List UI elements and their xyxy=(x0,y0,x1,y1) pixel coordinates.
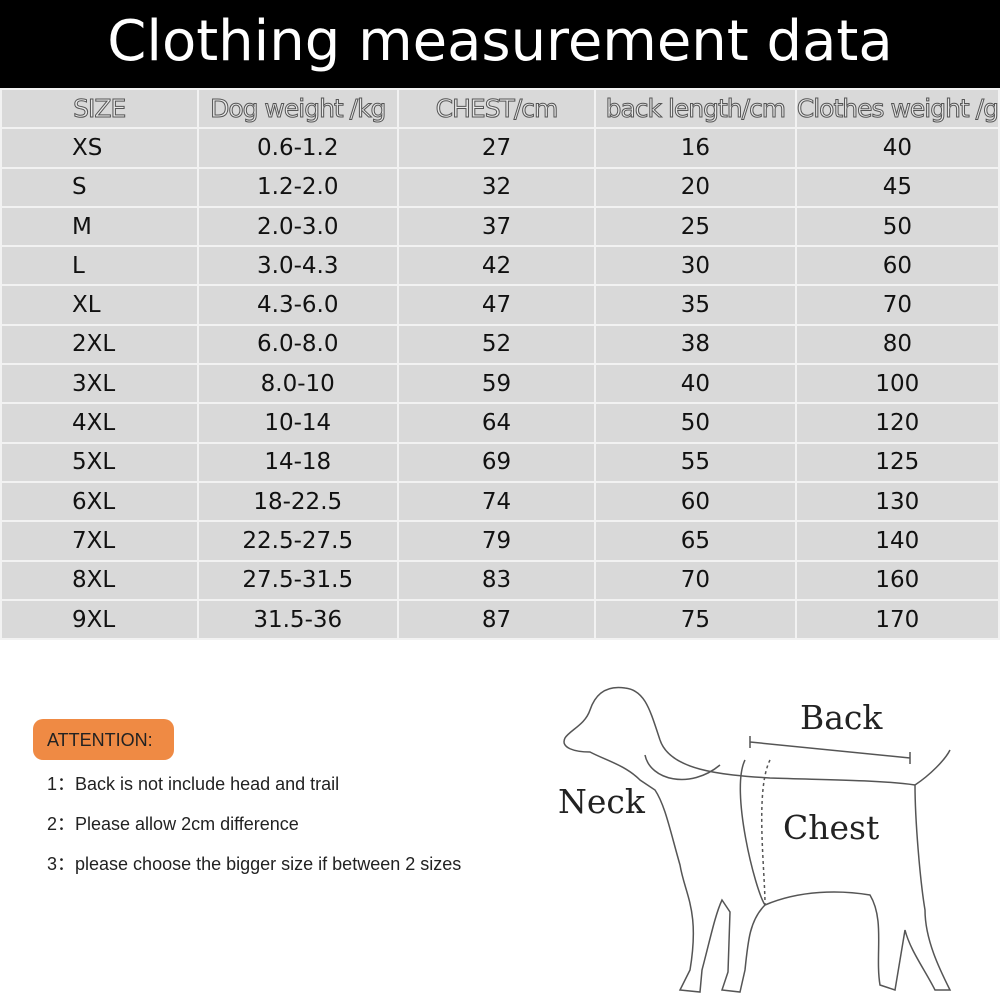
table-cell: 27.5-31.5 xyxy=(196,559,399,601)
table-cell: 100 xyxy=(794,363,1000,405)
table-cell: 130 xyxy=(794,480,1000,523)
table-cell: 160 xyxy=(794,559,1000,601)
table-cell: 5XL xyxy=(0,441,199,483)
header-row: SIZE Dog weight /kg CHEST/cm back length/cm… xyxy=(0,87,1000,130)
table-cell: 31.5-36 xyxy=(196,598,399,641)
table-cell: 80 xyxy=(794,323,1000,366)
neck-label: Neck xyxy=(558,782,645,821)
table-cell: 22.5-27.5 xyxy=(196,520,399,562)
table-cell: 45 xyxy=(794,166,1000,208)
table-cell: 170 xyxy=(794,598,1000,641)
chest-label: Chest xyxy=(783,808,880,847)
column-header: back length/cm xyxy=(594,87,797,130)
table-cell: 18-22.5 xyxy=(196,480,399,523)
table-cell: 140 xyxy=(794,520,1000,562)
table-row: 6XL 18-22.5 74 60 130 xyxy=(0,480,1000,523)
table-cell: 55 xyxy=(594,441,797,483)
table-cell: 1.2-2.0 xyxy=(196,166,399,208)
table-cell: 4.3-6.0 xyxy=(196,284,399,326)
table-cell: 125 xyxy=(794,441,1000,483)
column-header: CHEST/cm xyxy=(396,87,597,130)
table-cell: 70 xyxy=(794,284,1000,326)
table-cell: 60 xyxy=(594,480,797,523)
dog-outline-illustration xyxy=(563,686,952,993)
table-cell: 40 xyxy=(594,363,797,405)
table-cell: 60 xyxy=(794,245,1000,287)
table-cell: S xyxy=(0,166,199,208)
table-cell: 59 xyxy=(396,363,597,405)
table-cell: 75 xyxy=(594,598,797,641)
column-header: Dog weight /kg xyxy=(196,87,399,130)
note-1: 1：Back is not include head and trail xyxy=(47,774,340,794)
table-cell: 16 xyxy=(594,127,797,169)
table-cell: 47 xyxy=(396,284,597,326)
table-cell: 37 xyxy=(396,205,597,248)
table-cell: 83 xyxy=(396,559,597,601)
table-cell: XS xyxy=(0,127,199,169)
table-cell: 70 xyxy=(594,559,797,601)
column-header: SIZE xyxy=(0,87,199,130)
table-cell: 20 xyxy=(594,166,797,208)
column-header: Clothes weight /g xyxy=(794,87,1000,130)
table-row: XS 0.6-1.2 27 16 40 xyxy=(0,127,1000,169)
back-label: Back xyxy=(800,698,883,737)
attention-badge: ATTENTION: xyxy=(33,719,174,760)
table-row: 3XL 8.0-10 59 40 100 xyxy=(0,363,1000,405)
table-row: 5XL 14-18 69 55 125 xyxy=(0,441,1000,483)
table-cell: 0.6-1.2 xyxy=(196,127,399,169)
table-row: S 1.2-2.0 32 20 45 xyxy=(0,166,1000,208)
table-cell: 14-18 xyxy=(196,441,399,483)
table-cell: 3.0-4.3 xyxy=(196,245,399,287)
table-cell: 3XL xyxy=(0,363,199,405)
table-cell: 2XL xyxy=(0,323,199,366)
table-cell: 10-14 xyxy=(196,402,399,444)
table-cell: 8XL xyxy=(0,559,199,601)
table-cell: 6.0-8.0 xyxy=(196,323,399,366)
table-row: 2XL 6.0-8.0 52 38 80 xyxy=(0,323,1000,366)
table-row: 8XL 27.5-31.5 83 70 160 xyxy=(0,559,1000,601)
size-table: SIZE Dog weight /kg CHEST/cm back length/cm… xyxy=(0,87,1000,641)
table-cell: 7XL xyxy=(0,520,199,562)
table-cell: 120 xyxy=(794,402,1000,444)
table-cell: 27 xyxy=(396,127,597,169)
table-row: 4XL 10-14 64 50 120 xyxy=(0,402,1000,444)
table-row: 9XL 31.5-36 87 75 170 xyxy=(0,598,1000,641)
table-row: M 2.0-3.0 37 25 50 xyxy=(0,205,1000,248)
note-2: 2：Please allow 2cm difference xyxy=(47,814,299,834)
table-row: L 3.0-4.3 42 30 60 xyxy=(0,245,1000,287)
table-cell: 74 xyxy=(396,480,597,523)
table-cell: 64 xyxy=(396,402,597,444)
page-title: Clothing measurement data xyxy=(0,0,1000,88)
table-cell: 42 xyxy=(396,245,597,287)
table-cell: 52 xyxy=(396,323,597,366)
table-cell: XL xyxy=(0,284,199,326)
table-cell: 65 xyxy=(594,520,797,562)
table-cell: 25 xyxy=(594,205,797,248)
table-cell: 2.0-3.0 xyxy=(196,205,399,248)
table-cell: 35 xyxy=(594,284,797,326)
table-cell: 32 xyxy=(396,166,597,208)
note-3: 3：please choose the bigger size if betwe… xyxy=(47,854,462,874)
table-cell: 50 xyxy=(794,205,1000,248)
table-cell: 79 xyxy=(396,520,597,562)
table-cell: 38 xyxy=(594,323,797,366)
table-cell: 50 xyxy=(594,402,797,444)
table-row: 7XL 22.5-27.5 79 65 140 xyxy=(0,520,1000,562)
table-cell: 9XL xyxy=(0,598,199,641)
table-row: XL 4.3-6.0 47 35 70 xyxy=(0,284,1000,326)
table-cell: M xyxy=(0,205,199,248)
table-cell: 6XL xyxy=(0,480,199,523)
table-cell: 40 xyxy=(794,127,1000,169)
table-cell: 69 xyxy=(396,441,597,483)
table-cell: 8.0-10 xyxy=(196,363,399,405)
table-cell: L xyxy=(0,245,199,287)
table-cell: 87 xyxy=(396,598,597,641)
table-cell: 4XL xyxy=(0,402,199,444)
table-cell: 30 xyxy=(594,245,797,287)
